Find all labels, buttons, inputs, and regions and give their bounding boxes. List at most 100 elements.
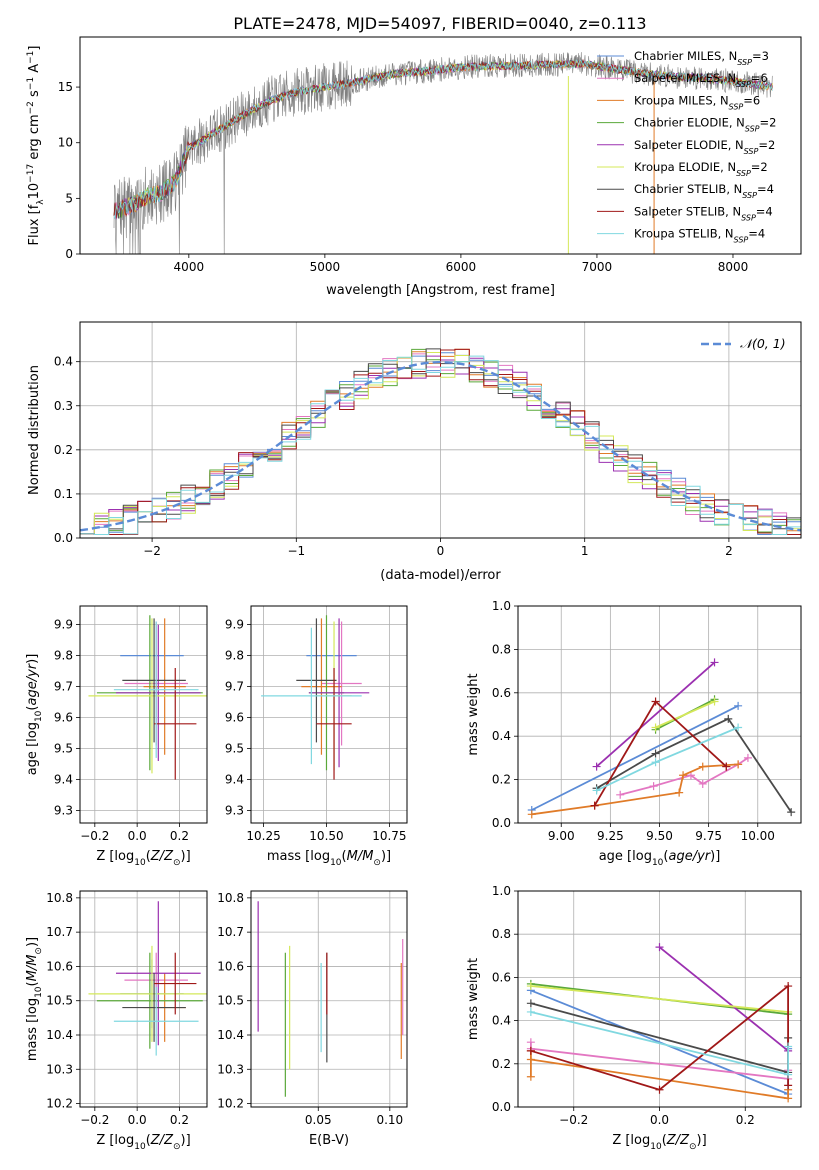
series-marker-salpeter_miles (649, 782, 658, 791)
y-tick-label: 10.2 (46, 1097, 73, 1111)
plot-area (527, 658, 796, 819)
x-tick-label: 9.50 (646, 829, 673, 843)
x-tick-label: 9.25 (597, 829, 624, 843)
series-marker-chabrier_stelib (787, 808, 796, 817)
x-axis-label: mass [log10(M/M⊙)] (267, 849, 391, 868)
x-tick-label: 10.50 (309, 829, 343, 843)
x-tick-label: −0.2 (80, 829, 109, 843)
x-axis-label: (data-model)/error (380, 568, 501, 583)
residuals-panel: −2 −1 0 1 2 0.0 0.1 0.2 0.3 0.4 (data-model)/error… (27, 321, 802, 583)
x-axis-label: E(B-V) (309, 1133, 349, 1148)
series-marker-kroupa_miles (526, 1072, 535, 1081)
y-tick-label: 0.6 (492, 970, 511, 984)
x-tick-label: −1 (287, 544, 305, 558)
series-line-salpeter_miles (619, 757, 749, 796)
series-marker-salpeter_stelib (526, 1046, 535, 1055)
legend-label-chabrier_miles: Chabrier MILES, NSSP=3 (634, 49, 769, 67)
legend-label-salpeter_elodie: Salpeter ELODIE, NSSP=2 (634, 138, 775, 156)
legend-label-normal: 𝒩(0, 1) (740, 336, 786, 351)
y-tick-label: 0.4 (54, 355, 73, 369)
series-marker-salpeter_miles (698, 779, 707, 788)
series-marker-salpeter_stelib (590, 801, 599, 810)
y-tick-label: 1.0 (492, 599, 511, 613)
normal-curve (80, 360, 801, 532)
mass-vs-metallicity-panel: −0.2 0.0 0.2 10.2 10.3 10.4 10.5 10.6 10.7 10.8 Z … (25, 890, 208, 1152)
series-marker-salpeter_stelib (784, 982, 793, 991)
series-marker-kroupa_stelib (784, 1042, 793, 1051)
y-tick-label: 9.7 (225, 680, 244, 694)
x-axis-label: Z [log10(Z/Z⊙)] (612, 1133, 706, 1152)
y-tick-label: 0.2 (492, 773, 511, 787)
spectrum-panel: 4000 5000 6000 7000 8000 0 5 10 15 wavelength [An… (26, 36, 802, 298)
y-tick-label: 10.3 (217, 1062, 244, 1076)
series-line-kroupa_elodie (655, 700, 715, 729)
x-tick-label: 1 (581, 544, 589, 558)
series-marker-kroupa_elodie (710, 697, 719, 706)
mass-weight-vs-age-panel: 9.00 9.25 9.50 9.75 10.00 0.0 0.2 0.4 0.6 0.8 1.0 a… (466, 599, 802, 868)
mass-weight-vs-metallicity-panel: −0.2 0.0 0.2 0.0 0.2 0.4 0.6 0.8 1.0 Z [log10(Z/Z… (466, 884, 802, 1152)
y-axis-label: mass weight (466, 673, 481, 755)
x-tick-label: −2 (143, 544, 161, 558)
series-line-salpeter_stelib (530, 984, 789, 1091)
series-line-salpeter_elodie (658, 946, 789, 1052)
y-tick-label: 10.8 (217, 891, 244, 905)
plot-frame (517, 605, 802, 824)
legend-label-salpeter_miles: Salpeter MILES, NSSP=6 (634, 71, 768, 89)
x-tick-label: −0.2 (559, 1113, 588, 1127)
series-line-salpeter_elodie (596, 661, 716, 768)
x-tick-label: 10.00 (741, 829, 775, 843)
y-tick-label: 10.5 (46, 994, 73, 1008)
y-tick-label: 0.8 (492, 642, 511, 656)
plot-area (261, 615, 370, 780)
series-marker-kroupa_elodie (526, 982, 535, 991)
y-tick-label: 10.6 (46, 959, 73, 973)
series-marker-chabrier_stelib (651, 749, 660, 758)
plot-area (88, 901, 207, 1056)
y-tick-label: 10.5 (217, 994, 244, 1008)
y-tick-label: 0.1 (54, 487, 73, 501)
series-marker-kroupa_miles (526, 1055, 535, 1064)
x-axis-label: Z [log10(Z/Z⊙)] (96, 1133, 190, 1152)
x-tick-label: 6000 (446, 260, 477, 274)
y-tick-label: 9.3 (54, 804, 73, 818)
x-tick-label: 10.75 (372, 829, 406, 843)
y-tick-label: 9.6 (54, 711, 73, 725)
x-tick-label: 0.0 (650, 1113, 669, 1127)
y-tick-label: 10.7 (217, 925, 244, 939)
y-tick-label: 9.5 (225, 742, 244, 756)
y-tick-label: 9.4 (54, 773, 73, 787)
y-tick-label: 10.3 (46, 1062, 73, 1076)
y-tick-label: 9.3 (225, 804, 244, 818)
y-tick-label: 0.0 (492, 816, 511, 830)
series-marker-kroupa_stelib (651, 758, 660, 767)
plot-area (257, 901, 404, 1097)
x-tick-label: 9.00 (548, 829, 575, 843)
y-tick-label: 0.3 (54, 399, 73, 413)
series-marker-salpeter_stelib (722, 762, 731, 771)
legend-label-chabrier_elodie: Chabrier ELODIE, NSSP=2 (634, 116, 776, 134)
series-marker-kroupa_stelib (734, 723, 743, 732)
x-tick-label: 0.2 (170, 829, 189, 843)
y-axis-label: age [log10(age/yr)] (25, 654, 44, 776)
plot-area (88, 615, 207, 780)
x-axis-label: Z [log10(Z/Z⊙)] (96, 849, 190, 868)
series-marker-kroupa_stelib (592, 786, 601, 795)
histogram-salpeter_stelib (80, 348, 801, 535)
y-axis-label: Normed distribution (27, 365, 42, 495)
y-tick-label: 9.9 (54, 618, 73, 632)
series-marker-salpeter_elodie (710, 658, 719, 667)
series-marker-chabrier_stelib (724, 714, 733, 723)
y-tick-label: 9.7 (54, 680, 73, 694)
series-marker-kroupa_stelib (784, 1070, 793, 1079)
y-tick-label: 0.0 (492, 1100, 511, 1114)
x-tick-label: 8000 (718, 260, 749, 274)
legend-label-kroupa_miles: Kroupa MILES, NSSP=6 (634, 93, 760, 111)
plot-frame (250, 890, 408, 1108)
series-marker-chabrier_stelib (526, 999, 535, 1008)
y-tick-label: 10.7 (46, 925, 73, 939)
series-marker-salpeter_miles (743, 753, 752, 762)
model-spectrum-kroupa_stelib (113, 59, 773, 220)
y-tick-label: 15 (58, 80, 73, 94)
series-line-kroupa_elodie (530, 985, 789, 1013)
y-tick-label: 9.9 (225, 618, 244, 632)
